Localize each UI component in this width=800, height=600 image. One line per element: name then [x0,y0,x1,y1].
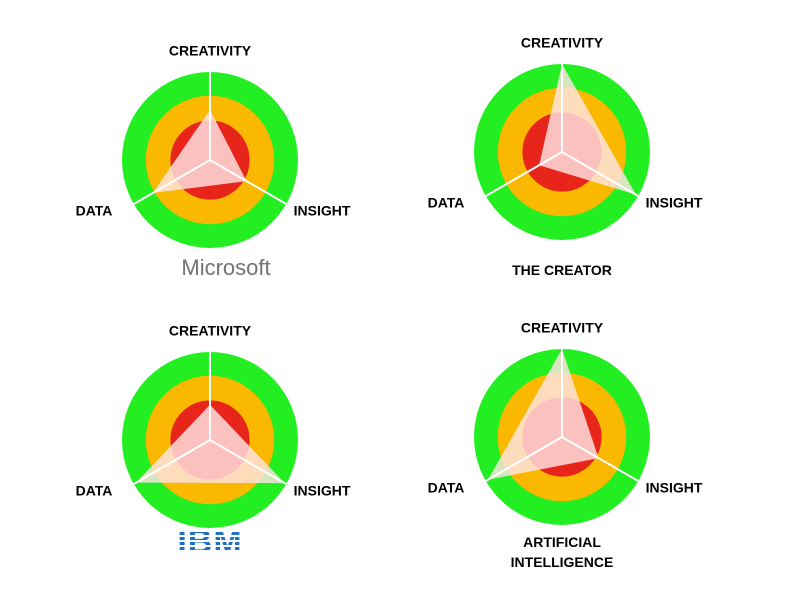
chart-title: ARTIFICIAL INTELLIGENCE [510,534,614,570]
axis-label: INSIGHT [294,203,351,219]
axis-label: DATA [428,195,465,211]
axis-label: CREATIVITY [521,35,604,51]
axis-label: CREATIVITY [521,320,604,336]
axis-line [209,159,287,205]
axis-label: DATA [76,483,113,499]
axis-label: INSIGHT [294,483,351,499]
brand-title: IBM [130,525,290,559]
axis-label: CREATIVITY [169,43,252,59]
axis-line [485,436,563,482]
radar-area [539,64,636,195]
radar-area [488,349,599,480]
axis-line [561,151,639,197]
axis-label: DATA [76,203,113,219]
radar-area [152,109,247,193]
axis-label: DATA [428,480,465,496]
axis-label: INSIGHT [646,195,703,211]
brand-title: Microsoft [130,255,290,280]
chart-title: THE CREATOR [512,262,612,278]
axis-label: INSIGHT [646,480,703,496]
radar-area [136,404,285,484]
axis-line [485,151,563,197]
axis-line [133,439,211,485]
brand-logo [149,267,175,269]
axis-line [561,436,639,482]
axis-line [133,159,211,205]
brand-name: Microsoft [181,255,271,280]
axis-line [209,439,287,485]
axis-label: CREATIVITY [169,323,252,339]
